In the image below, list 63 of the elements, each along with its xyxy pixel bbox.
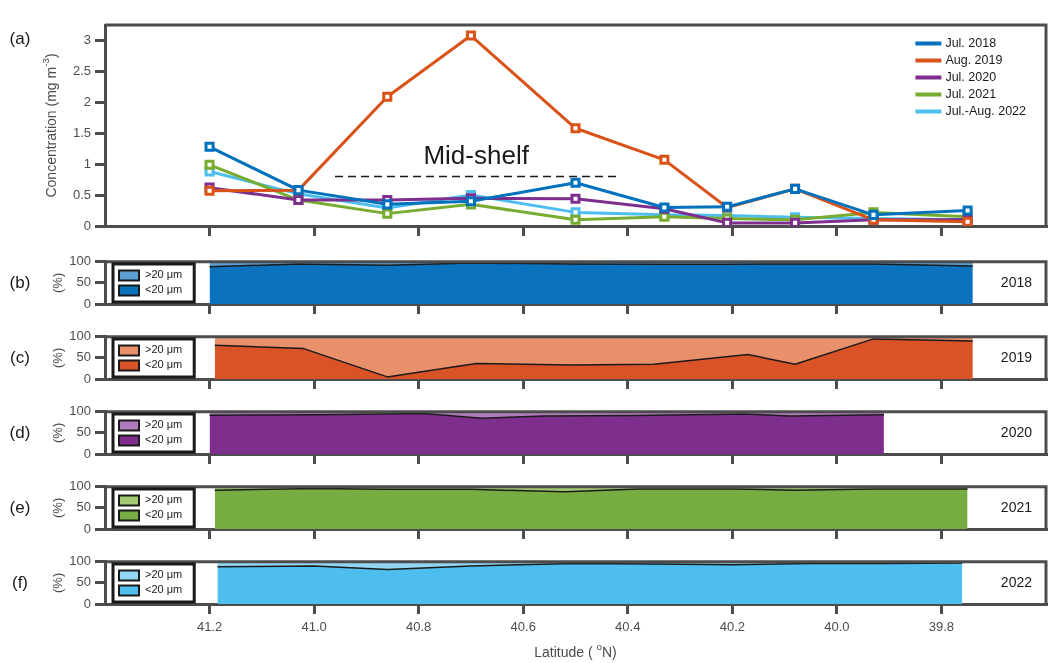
- legend-label: Jul.-Aug. 2022: [945, 103, 1027, 118]
- text: (c): [10, 347, 30, 367]
- annotation: 2018: [1000, 273, 1033, 290]
- y-tick-label: 0: [83, 370, 91, 386]
- x-tick-label: 40.4: [615, 619, 641, 635]
- y-axis-title: (%): [49, 422, 65, 444]
- x-tick-label: 40.6: [510, 619, 536, 635]
- legend-label: >20 μm: [145, 568, 183, 581]
- text: (b): [9, 272, 31, 292]
- y-tick-label: 3: [83, 32, 91, 48]
- text: (d): [9, 422, 31, 442]
- x-tick-label: 40.2: [719, 619, 745, 635]
- y-tick-label: 50: [76, 349, 91, 365]
- annotation: 2019: [1000, 348, 1033, 365]
- legend-label: <20 μm: [145, 583, 183, 596]
- legend-label: Jul. 2021: [945, 86, 997, 101]
- y-axis-title: (%): [49, 272, 65, 294]
- annotation: 2020: [1000, 423, 1033, 440]
- legend-label: <20 μm: [145, 358, 183, 371]
- y-tick-label: 1.5: [72, 124, 91, 140]
- y-axis-title: (%): [49, 497, 65, 519]
- legend-label: Jul. 2018: [945, 35, 997, 50]
- legend-label: <20 μm: [145, 433, 183, 446]
- y-tick-label: 0: [83, 217, 91, 233]
- y-tick-label: 50: [76, 424, 91, 440]
- y-tick-label: 0: [83, 595, 91, 611]
- y-tick-label: 50: [76, 574, 91, 590]
- annotation: 2022: [1000, 573, 1033, 590]
- y-tick-label: 100: [69, 403, 91, 419]
- y-tick-label: 0: [83, 295, 91, 311]
- legend-label: <20 μm: [145, 283, 183, 296]
- y-tick-label: 100: [69, 328, 91, 344]
- x-tick-label: 39.8: [928, 619, 955, 635]
- y-axis-title: Concentration (mg m-3): [40, 53, 59, 198]
- y-tick-label: 50: [76, 274, 91, 290]
- y-tick-label: 1: [83, 155, 91, 171]
- y-tick-label: 100: [69, 553, 91, 569]
- y-tick-label: 2.5: [72, 62, 91, 78]
- text: (e): [9, 497, 31, 517]
- legend-label: <20 μm: [145, 508, 183, 521]
- y-tick-label: 0.5: [72, 186, 91, 202]
- y-tick-label: 50: [76, 499, 91, 515]
- x-tick-label: 40.8: [406, 619, 432, 635]
- y-tick-label: 100: [69, 478, 91, 494]
- legend-label: Aug. 2019: [945, 52, 1003, 67]
- y-tick-label: 0: [83, 520, 91, 536]
- legend-label: >20 μm: [145, 493, 183, 506]
- legend-label: >20 μm: [145, 418, 183, 431]
- legend-label: >20 μm: [145, 268, 183, 281]
- legend-label: Jul. 2020: [945, 69, 997, 84]
- chart-title: (a): [9, 28, 31, 48]
- annotation: Mid-shelf: [423, 139, 530, 170]
- y-tick-label: 2: [83, 93, 91, 109]
- text: (f): [11, 572, 29, 592]
- x-tick-label: 41.0: [301, 619, 327, 635]
- x-tick-label: 41.2: [196, 619, 223, 635]
- annotation: 2021: [1000, 498, 1033, 515]
- y-axis-title: (%): [49, 347, 65, 369]
- x-tick-label: 40.0: [824, 619, 850, 635]
- y-tick-label: 0: [83, 445, 91, 461]
- legend-label: >20 μm: [145, 343, 183, 356]
- y-tick-label: 100: [69, 253, 91, 269]
- y-axis-title: (%): [49, 572, 65, 594]
